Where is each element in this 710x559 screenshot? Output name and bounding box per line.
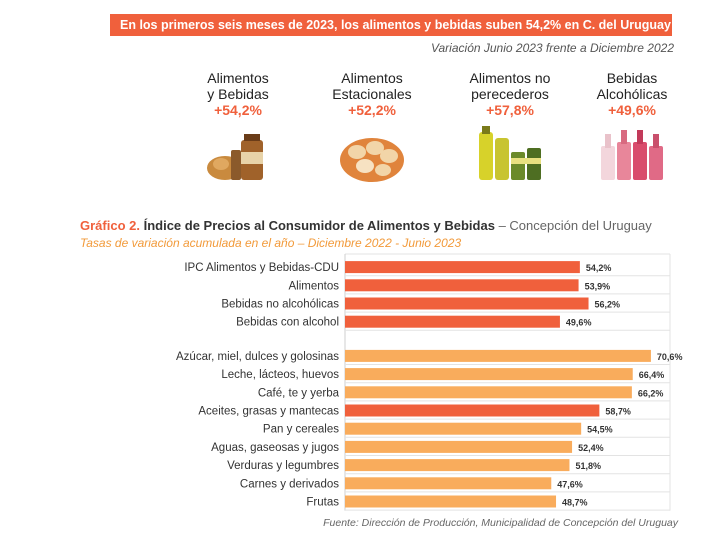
- alcoholic-drinks-icon: [601, 130, 663, 180]
- bar: [345, 349, 651, 362]
- bar: [345, 477, 552, 490]
- data-label: 54,5%: [587, 425, 613, 435]
- card-name-line1: Alimentos no: [469, 70, 551, 86]
- card-name-line2: Alcohólicas: [596, 86, 668, 102]
- category-label: Aceites, grasas y mantecas: [198, 406, 339, 418]
- data-label: 48,7%: [562, 498, 588, 508]
- bar: [345, 495, 557, 508]
- data-label: 66,2%: [638, 388, 664, 398]
- category-label: Pan y cereales: [263, 424, 339, 436]
- data-label: 58,7%: [605, 407, 631, 417]
- category-label: Aguas, gaseosas y jugos: [211, 442, 339, 454]
- card-alcoholic-drinks: Bebidas Alcohólicas +49,6%: [572, 70, 692, 186]
- bar: [345, 422, 582, 435]
- chart-subtitle: Tasas de variación acumulada en el año –…: [80, 236, 462, 250]
- headline-banner: En los primeros seis meses de 2023, los …: [110, 14, 672, 36]
- data-label: 54,2%: [586, 263, 612, 273]
- bar: [345, 315, 560, 328]
- data-label: 53,9%: [585, 281, 611, 291]
- category-label: Leche, lácteos, huevos: [221, 369, 339, 381]
- data-label: 56,2%: [595, 300, 621, 310]
- bar: [345, 440, 573, 453]
- non-perishable-food-icon: [479, 126, 541, 180]
- bar: [345, 261, 580, 274]
- source-note: Fuente: Dirección de Producción, Municip…: [323, 517, 678, 529]
- card-percentage: +49,6%: [608, 102, 656, 118]
- card-percentage: +52,2%: [348, 102, 396, 118]
- bar: [345, 386, 632, 399]
- variation-period: Variación Junio 2023 frente a Diciembre …: [430, 41, 674, 55]
- data-label: 66,4%: [639, 370, 665, 380]
- card-name-line2: Estacionales: [332, 86, 412, 102]
- card-name-line2: y Bebidas: [207, 86, 269, 102]
- card-food-and-drinks: Alimentos y Bebidas +54,2%: [178, 70, 298, 186]
- chart-main-title: Índice de Precios al Consumidor de Alime…: [143, 218, 495, 233]
- category-label: Bebidas con alcohol: [236, 317, 339, 329]
- data-label: 70,6%: [657, 352, 683, 362]
- food-and-drinks-icon: [207, 134, 263, 180]
- card-name-line1: Bebidas: [606, 70, 658, 86]
- bar-chart: IPC Alimentos y Bebidas-CDU 54,2% Alimento…: [176, 253, 683, 511]
- card-percentage: +57,8%: [486, 102, 534, 118]
- card-name-line1: Alimentos: [341, 70, 403, 86]
- data-label: 52,4%: [578, 443, 604, 453]
- bar: [345, 459, 570, 472]
- card-percentage: +54,2%: [214, 102, 262, 118]
- category-label: Verduras y legumbres: [227, 460, 339, 472]
- data-label: 51,8%: [575, 461, 601, 471]
- seasonal-food-icon: [340, 138, 404, 182]
- chart-title: Gráfico 2. Índice de Precios al Consumid…: [80, 218, 652, 233]
- data-label: 47,6%: [557, 479, 583, 489]
- category-label: Alimentos: [289, 280, 340, 292]
- data-label: 49,6%: [566, 318, 592, 328]
- card-seasonal-food: Alimentos Estacionales +52,2%: [312, 70, 432, 186]
- chart-number: Gráfico 2.: [80, 218, 140, 233]
- category-label: Café, te y yerba: [258, 387, 340, 399]
- card-name-line1: Alimentos: [207, 70, 269, 86]
- category-label: Carnes y derivados: [240, 478, 339, 490]
- bar: [345, 297, 589, 310]
- category-label: Bebidas no alcohólicas: [221, 299, 339, 311]
- bar: [345, 368, 633, 381]
- category-label: IPC Alimentos y Bebidas-CDU: [184, 262, 339, 274]
- bar: [345, 404, 600, 417]
- bar: [345, 279, 579, 292]
- chart-place: – Concepción del Uruguay: [498, 218, 652, 233]
- category-label: Frutas: [306, 497, 339, 509]
- card-name-line2: perecederos: [471, 86, 549, 102]
- category-label: Azúcar, miel, dulces y golosinas: [176, 351, 339, 363]
- card-non-perishable-food: Alimentos no perecederos +57,8%: [450, 70, 570, 186]
